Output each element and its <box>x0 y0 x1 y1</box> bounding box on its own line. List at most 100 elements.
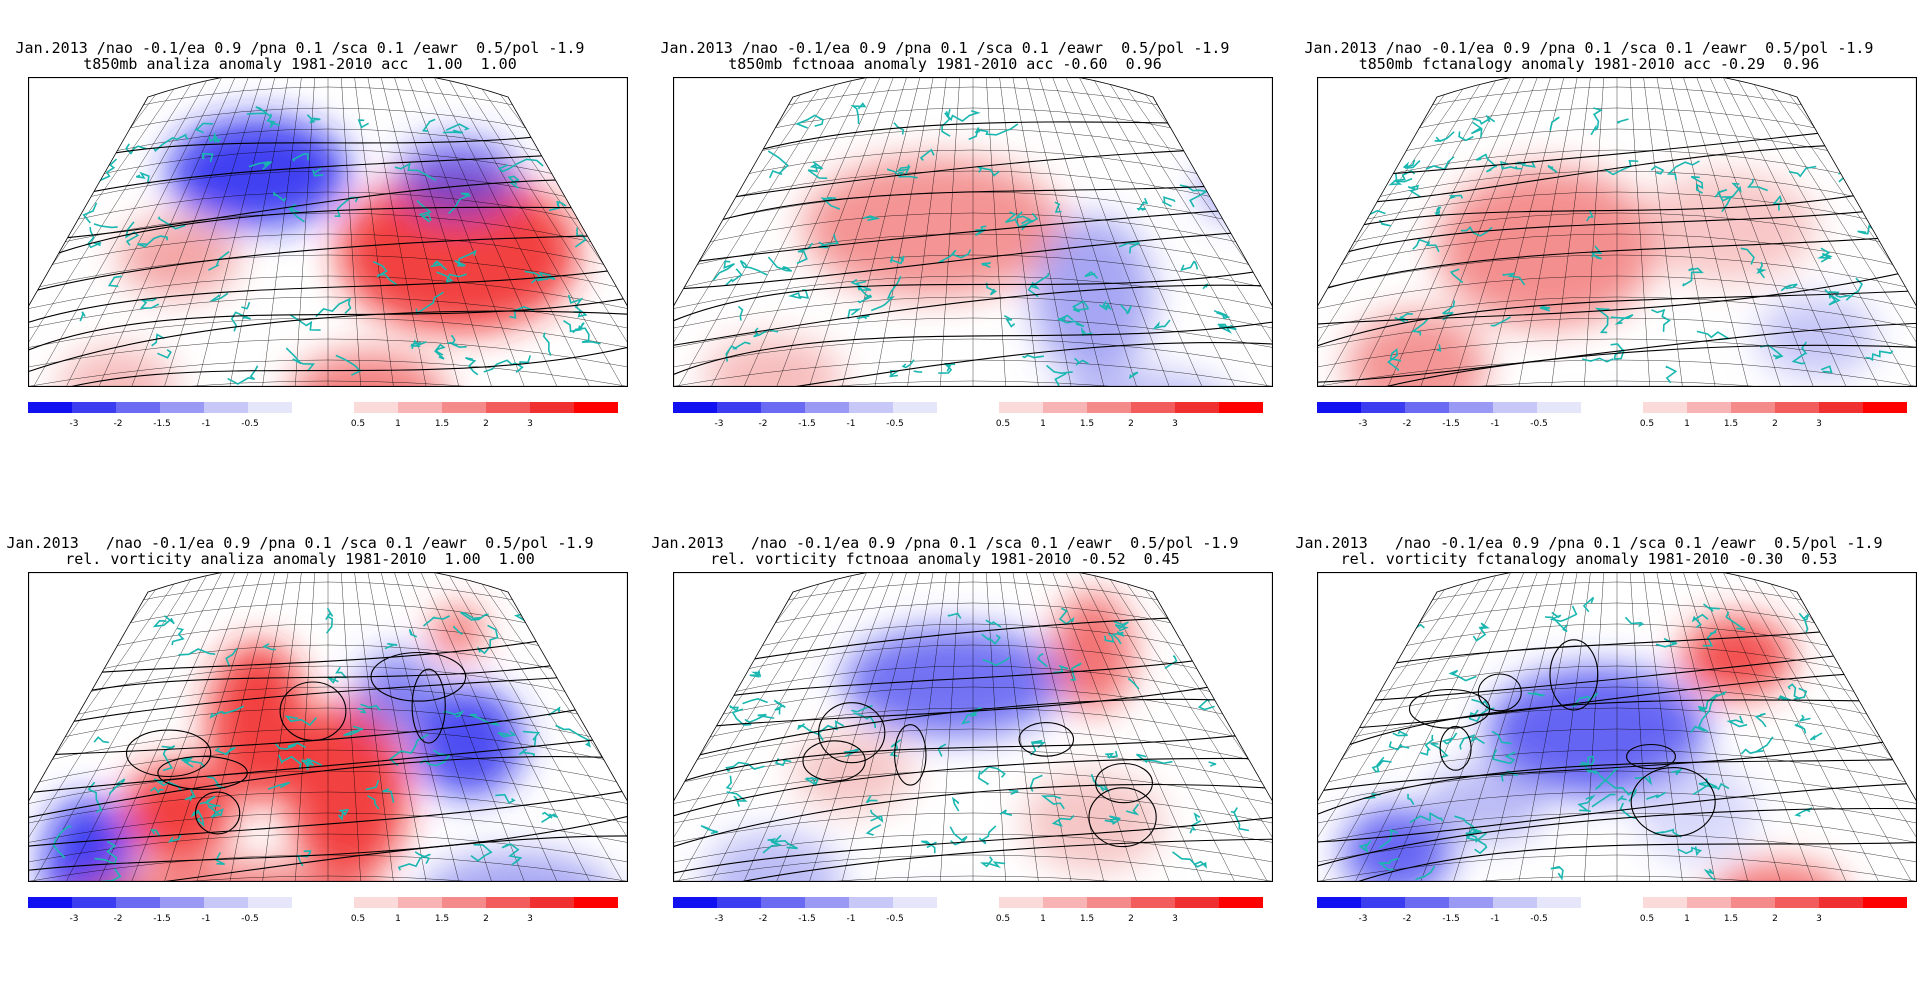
colorbar-label: 3 <box>527 914 533 924</box>
colorbar-swatch-positive <box>442 402 486 413</box>
colorbar-swatch-positive <box>1819 402 1863 413</box>
colorbar-label: -2 <box>1403 419 1412 429</box>
colorbar-swatch-positive <box>1775 402 1819 413</box>
colorbar-swatch-positive <box>1643 897 1687 908</box>
colorbar-swatch-negative <box>72 402 116 413</box>
colorbar-label: 0.5 <box>351 914 365 924</box>
colorbar-legend: -3 -2 -1.5 -1 -0.5 0.5 1 1.5 2 3 <box>1317 897 1917 927</box>
colorbar-label: -1.5 <box>153 914 171 924</box>
colorbar-swatch-negative <box>116 897 160 908</box>
anomaly-shading <box>703 337 843 387</box>
colorbar-label: -2 <box>114 914 123 924</box>
colorbar-label: 1.5 <box>435 914 449 924</box>
colorbar-swatch-negative <box>761 897 805 908</box>
colorbar-label: 1 <box>1684 419 1690 429</box>
colorbar-swatch-positive <box>1687 897 1731 908</box>
colorbar-swatch-positive <box>530 897 574 908</box>
map-plot-area <box>1317 77 1917 387</box>
colorbar-swatch-positive <box>1175 897 1219 908</box>
colorbar-swatch-negative <box>204 897 248 908</box>
colorbar-swatch-positive <box>1687 402 1731 413</box>
colorbar-swatch-negative <box>893 402 937 413</box>
colorbar-swatch-positive <box>486 402 530 413</box>
anomaly-shading <box>358 652 438 732</box>
anomaly-shading <box>1487 667 1707 797</box>
colorbar-label: -1 <box>847 914 856 924</box>
colorbar-label: 3 <box>1172 419 1178 429</box>
colorbar-swatch-negative <box>1493 402 1537 413</box>
plot-frame <box>673 572 1273 882</box>
colorbar-swatch-positive <box>1131 897 1175 908</box>
panel-title-line1: Jan.2013 /nao -0.1/ea 0.9 /pna 0.1 /sca … <box>1295 534 1883 552</box>
anomaly-shading <box>208 642 308 802</box>
colorbar-label: 2 <box>483 914 489 924</box>
plot-frame <box>1317 77 1917 387</box>
colorbar-legend: -3 -2 -1.5 -1 -0.5 0.5 1 1.5 2 3 <box>28 897 628 927</box>
colorbar-swatch-positive <box>354 402 398 413</box>
colorbar-swatch-negative <box>893 897 937 908</box>
map-plot-area <box>673 572 1273 882</box>
colorbar-swatch-negative <box>717 897 761 908</box>
map-panel-6: Jan.2013 /nao -0.1/ea 0.9 /pna 0.1 /sca … <box>1289 534 1917 975</box>
colorbar-swatch-positive <box>1775 897 1819 908</box>
map-panel-4: Jan.2013 /nao -0.1/ea 0.9 /pna 0.1 /sca … <box>0 535 628 975</box>
colorbar-swatch-positive <box>1819 897 1863 908</box>
map-panel-5: Jan.2013 /nao -0.1/ea 0.9 /pna 0.1 /sca … <box>645 535 1273 975</box>
colorbar-label: -1 <box>202 914 211 924</box>
colorbar-legend: -3 -2 -1.5 -1 -0.5 0.5 1 1.5 2 3 <box>1317 402 1917 432</box>
colorbar-legend: -3 -2 -1.5 -1 -0.5 0.5 1 1.5 2 3 <box>28 402 628 432</box>
plot-frame <box>673 77 1273 387</box>
colorbar-label: -0.5 <box>1530 914 1548 924</box>
panel-title-line2: rel. vorticity fctanalogy anomaly 1981-2… <box>1340 550 1838 568</box>
colorbar-label: 1 <box>395 914 401 924</box>
anomaly-shading <box>168 117 348 227</box>
colorbar-label: 1 <box>1040 914 1046 924</box>
panel-title-line2: t850mb fctanalogy anomaly 1981-2010 acc … <box>1358 55 1820 73</box>
colorbar-swatch-negative <box>805 897 849 908</box>
colorbar-swatch-positive <box>1731 897 1775 908</box>
colorbar-label: 3 <box>1816 914 1822 924</box>
map-plot-area <box>1317 572 1917 882</box>
colorbar-swatch-negative <box>1493 897 1537 908</box>
colorbar-swatch-negative <box>1537 402 1581 413</box>
colorbar-swatch-positive <box>1087 402 1131 413</box>
colorbar-label: 3 <box>1172 914 1178 924</box>
colorbar-label: 0.5 <box>1640 914 1654 924</box>
colorbar-swatch-negative <box>673 402 717 413</box>
colorbar-swatch-positive <box>1131 402 1175 413</box>
plot-frame <box>1317 572 1917 882</box>
colorbar-swatch-negative <box>717 402 761 413</box>
colorbar-swatch-negative <box>160 897 204 908</box>
anomaly-shading <box>418 852 618 882</box>
colorbar-swatch-positive <box>1219 402 1263 413</box>
anomaly-shading <box>398 137 518 217</box>
map-panel-3: Jan.2013 /nao -0.1/ea 0.9 /pna 0.1 /sca … <box>1289 39 1917 480</box>
colorbar-label: 2 <box>1772 914 1778 924</box>
anomaly-shading <box>118 217 238 297</box>
colorbar-swatch-positive <box>1087 897 1131 908</box>
colorbar-swatch-positive <box>1043 402 1087 413</box>
colorbar-swatch-positive <box>442 897 486 908</box>
colorbar-label: -3 <box>70 419 79 429</box>
panel-title-line2: rel. vorticity analiza anomaly 1981-2010… <box>65 550 535 568</box>
colorbar-label: 1 <box>1040 419 1046 429</box>
anomaly-shading <box>413 687 523 797</box>
colorbar-label: -2 <box>1403 914 1412 924</box>
colorbar-label: -3 <box>715 914 724 924</box>
map-plot-area <box>28 572 628 882</box>
colorbar-label: -1.5 <box>153 419 171 429</box>
colorbar-swatch-negative <box>116 402 160 413</box>
colorbar-swatch-negative <box>1449 897 1493 908</box>
colorbar-swatch-positive <box>486 897 530 908</box>
map-panel-1: Jan.2013 /nao -0.1/ea 0.9 /pna 0.1 /sca … <box>0 40 628 480</box>
colorbar-swatch-positive <box>1863 402 1907 413</box>
panel-title-line1: Jan.2013 /nao -0.1/ea 0.9 /pna 0.1 /sca … <box>1304 39 1874 57</box>
colorbar-swatch-positive <box>1219 897 1263 908</box>
colorbar-label: -0.5 <box>1530 419 1548 429</box>
colorbar-swatch-negative <box>204 402 248 413</box>
colorbar-swatch-negative <box>849 402 893 413</box>
colorbar-label: -1 <box>202 419 211 429</box>
colorbar-swatch-negative <box>761 402 805 413</box>
colorbar-swatch-positive <box>1175 402 1219 413</box>
colorbar-label: 0.5 <box>996 419 1010 429</box>
